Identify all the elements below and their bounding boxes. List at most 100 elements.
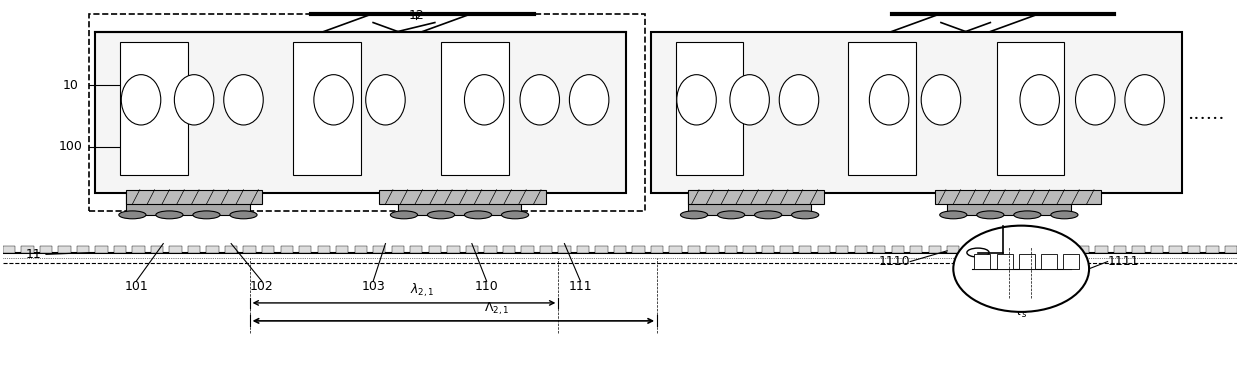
Bar [744, 246, 756, 253]
Ellipse shape [755, 211, 781, 219]
Bar [1022, 246, 1033, 253]
Bar [1095, 246, 1107, 253]
Ellipse shape [314, 75, 353, 125]
Bar [848, 42, 916, 175]
Text: 10: 10 [63, 79, 78, 92]
Bar [1188, 246, 1200, 253]
Ellipse shape [940, 211, 967, 219]
Ellipse shape [122, 75, 161, 125]
Bar [373, 246, 386, 253]
Bar [224, 246, 237, 253]
Ellipse shape [156, 211, 184, 219]
Text: 111: 111 [569, 280, 593, 293]
Bar [676, 42, 744, 175]
Bar [466, 246, 479, 253]
Bar [1151, 246, 1163, 253]
Bar [207, 246, 218, 253]
Bar [521, 246, 533, 253]
Ellipse shape [779, 75, 818, 125]
Bar [1169, 246, 1182, 253]
Bar [58, 246, 71, 253]
Text: 103: 103 [361, 280, 384, 293]
Bar [151, 246, 164, 253]
Bar [670, 246, 682, 253]
Bar [2, 246, 15, 253]
Bar [410, 246, 423, 253]
Bar [614, 246, 626, 253]
Bar [985, 246, 997, 253]
Text: $\tau_s$: $\tau_s$ [1014, 307, 1028, 320]
Ellipse shape [193, 211, 219, 219]
Text: 11: 11 [26, 248, 41, 261]
Bar [77, 246, 89, 253]
Bar [40, 246, 52, 253]
Text: 101: 101 [124, 280, 148, 293]
Bar [1114, 246, 1126, 253]
Text: ......: ...... [1188, 105, 1225, 123]
Bar [1003, 246, 1016, 253]
Bar [799, 246, 811, 253]
Bar [1076, 246, 1089, 253]
Ellipse shape [520, 75, 559, 125]
Bar [935, 190, 1101, 204]
Ellipse shape [954, 226, 1089, 312]
Bar [293, 42, 361, 175]
Bar [317, 246, 330, 253]
Bar [892, 246, 904, 253]
Bar [817, 246, 830, 253]
Bar [947, 193, 1070, 215]
Ellipse shape [1125, 75, 1164, 125]
Ellipse shape [223, 75, 263, 125]
Ellipse shape [1075, 75, 1115, 125]
Bar [577, 246, 589, 253]
Bar [299, 246, 311, 253]
Bar [114, 246, 126, 253]
Bar [355, 246, 367, 253]
Bar [95, 31, 626, 193]
Bar [632, 246, 645, 253]
Bar [336, 246, 348, 253]
Ellipse shape [869, 75, 909, 125]
Ellipse shape [428, 211, 455, 219]
Bar [133, 246, 145, 253]
Bar [595, 246, 608, 253]
Ellipse shape [718, 211, 745, 219]
Text: $\lambda_{2,1}$: $\lambda_{2,1}$ [410, 282, 435, 299]
Bar [379, 190, 546, 204]
Ellipse shape [465, 211, 491, 219]
Ellipse shape [681, 211, 708, 219]
Bar [429, 246, 441, 253]
Ellipse shape [977, 211, 1004, 219]
Bar [780, 246, 792, 253]
Bar [997, 254, 1013, 269]
Bar [1058, 246, 1070, 253]
Bar [502, 246, 515, 253]
Ellipse shape [1021, 75, 1059, 125]
Bar [126, 190, 262, 204]
Bar [725, 246, 738, 253]
Bar [929, 246, 941, 253]
Text: 1111: 1111 [1107, 255, 1140, 268]
Bar [243, 246, 255, 253]
Bar [120, 42, 188, 175]
Ellipse shape [1050, 211, 1078, 219]
Bar [89, 14, 645, 211]
Ellipse shape [175, 75, 213, 125]
Bar [966, 246, 978, 253]
Bar [651, 31, 1182, 193]
Bar [441, 42, 508, 175]
Bar [688, 193, 811, 215]
Bar [1225, 246, 1238, 253]
Bar [21, 246, 33, 253]
Text: 12: 12 [408, 9, 424, 22]
Bar [95, 246, 108, 253]
Bar [448, 246, 460, 253]
Bar [997, 42, 1064, 175]
Ellipse shape [921, 75, 961, 125]
Ellipse shape [1014, 211, 1040, 219]
Bar [1019, 254, 1034, 269]
Bar [651, 246, 663, 253]
Ellipse shape [730, 75, 769, 125]
Ellipse shape [229, 211, 257, 219]
Bar [126, 193, 249, 215]
